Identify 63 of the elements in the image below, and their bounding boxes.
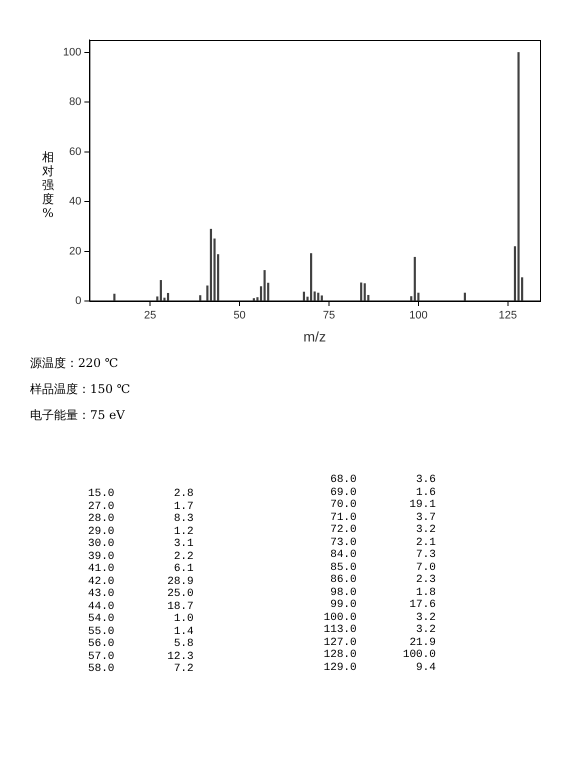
- text: 71.0 3.7: [329, 512, 436, 524]
- text: 39.0 2.2: [88, 550, 194, 563]
- text: 127.0 21.9: [324, 636, 436, 649]
- bar: [210, 228, 212, 301]
- text: 42.0 28.9: [88, 576, 194, 588]
- text: 41.0 6.1: [88, 563, 194, 576]
- text: 57.0 12.3: [88, 650, 194, 663]
- text: 54.0 1.0: [88, 613, 194, 626]
- bar: [166, 292, 170, 301]
- bar: [364, 283, 366, 301]
- y-tick-label: 80: [69, 96, 82, 108]
- bar: [160, 280, 162, 301]
- y-tick-label: 60: [69, 146, 82, 158]
- text: 44.0 18.7: [88, 600, 194, 613]
- text: 113.0 3.2: [324, 624, 436, 636]
- text: 56.0 5.8: [88, 638, 194, 650]
- x-tick-label: 75: [322, 310, 336, 322]
- text: 73.0 2.1: [329, 536, 436, 549]
- x-axis-title: m/z: [303, 328, 326, 344]
- bar: [199, 295, 202, 301]
- text: 128.0 100.0: [324, 649, 436, 662]
- bar: [320, 295, 323, 301]
- text: 84.0 7.3: [329, 549, 436, 562]
- text: 70.0 19.1: [329, 499, 436, 512]
- x-tick-label: 50: [233, 310, 246, 322]
- text: 85.0 7.0: [329, 562, 436, 574]
- text: 样品温度：150 ℃: [30, 381, 132, 398]
- text: 55.0 1.4: [88, 626, 194, 638]
- bar: [310, 253, 312, 301]
- bar: [252, 298, 255, 301]
- text: 69.0 1.6: [329, 486, 436, 499]
- text: 43.0 25.0: [88, 588, 194, 600]
- bar: [302, 292, 306, 301]
- bar: [317, 292, 320, 301]
- text: 58.0 7.2: [88, 663, 194, 676]
- text: 100.0 3.2: [324, 612, 436, 624]
- bar: [360, 282, 362, 301]
- y-tick-label: 100: [62, 46, 82, 58]
- bar: [264, 270, 266, 301]
- x-tick-label: 25: [144, 310, 156, 322]
- text: 15.0 2.8: [88, 488, 194, 500]
- y-tick-label: 20: [69, 245, 82, 258]
- y-tick-label: 40: [69, 196, 82, 208]
- text: 68.0 3.6: [329, 474, 436, 486]
- text: 129.0 9.4: [324, 662, 436, 674]
- text: 86.0 2.3: [329, 574, 436, 586]
- text: 99.0 17.6: [329, 599, 436, 612]
- bar: [113, 294, 116, 301]
- text: 30.0 3.1: [88, 538, 194, 550]
- bar: [464, 292, 466, 301]
- bar: [517, 52, 520, 301]
- text: 27.0 1.7: [88, 500, 194, 513]
- text: 98.0 1.8: [329, 586, 436, 599]
- y-tick-label: 0: [75, 295, 82, 308]
- text: 源温度：220 ℃: [30, 355, 120, 372]
- text: 29.0 1.2: [88, 526, 194, 538]
- text: 72.0 3.2: [329, 524, 436, 536]
- y-axis-title: 相对强度%: [41, 150, 55, 220]
- bar: [414, 256, 416, 301]
- text: 电子能量：75 eV: [30, 407, 126, 424]
- text: 28.0 8.3: [88, 513, 194, 526]
- x-tick-label: 125: [498, 310, 517, 322]
- x-tick-label: 100: [409, 310, 428, 322]
